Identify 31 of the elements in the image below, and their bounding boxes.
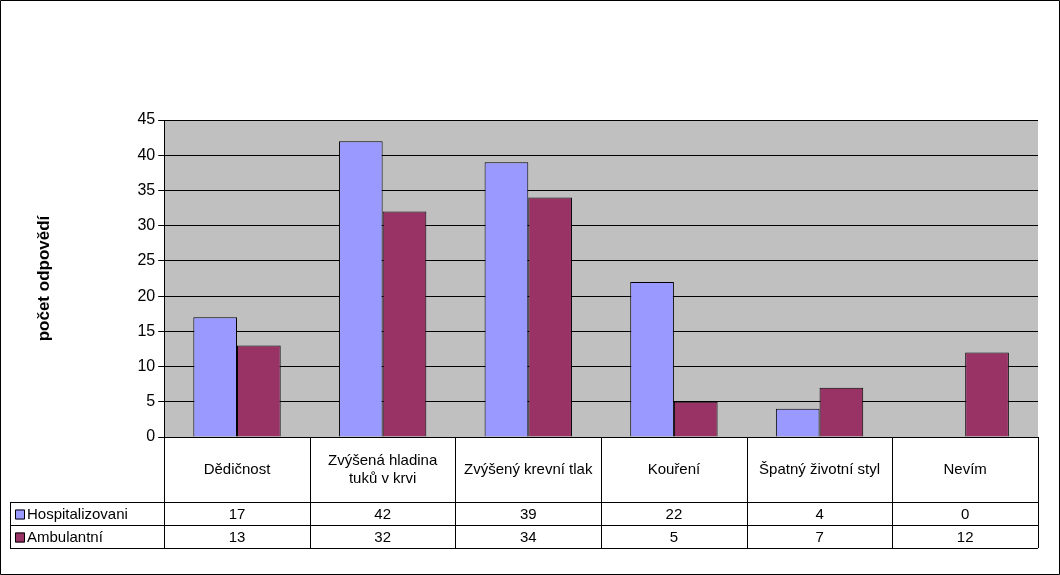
x-tick-label: Zvýšená hladina tuků v krvi <box>328 450 438 486</box>
y-axis-title: počet odpovědí <box>33 214 53 342</box>
y-tick-label: 35 <box>137 180 156 198</box>
data-label: 0 <box>961 504 970 522</box>
x-tick-label: Kouření <box>647 459 702 477</box>
data-label: 12 <box>956 527 974 545</box>
data-label: 22 <box>665 504 683 522</box>
data-label: 17 <box>228 504 246 522</box>
data-label: 7 <box>815 527 824 545</box>
y-tick-label: 5 <box>146 392 156 410</box>
y-tick-label: 25 <box>137 251 156 269</box>
x-tick-label: Zvýšený krevní tlak <box>464 459 593 477</box>
legend-label: Hospitalizovani <box>27 504 128 522</box>
y-tick-label: 20 <box>137 286 156 304</box>
data-label: 39 <box>519 504 537 522</box>
data-label: 32 <box>374 527 391 545</box>
data-label: 13 <box>228 527 246 545</box>
y-tick-label: 10 <box>137 356 156 374</box>
y-tick-label: 30 <box>137 216 156 234</box>
y-tick-label: 0 <box>146 427 156 445</box>
y-tick-label: 15 <box>137 321 156 339</box>
x-tick-label: Dědičnost <box>203 459 272 477</box>
data-label: 34 <box>519 527 537 545</box>
x-tick-label: Špatný životní styl <box>759 459 880 477</box>
y-tick-label: 40 <box>137 145 156 163</box>
data-label: 5 <box>669 527 679 545</box>
data-label: 4 <box>815 504 824 522</box>
x-tick-label: Nevím <box>943 459 987 477</box>
y-tick-label: 45 <box>137 110 156 128</box>
legend-label: Ambulantní <box>27 527 104 545</box>
data-label: 42 <box>374 504 391 522</box>
